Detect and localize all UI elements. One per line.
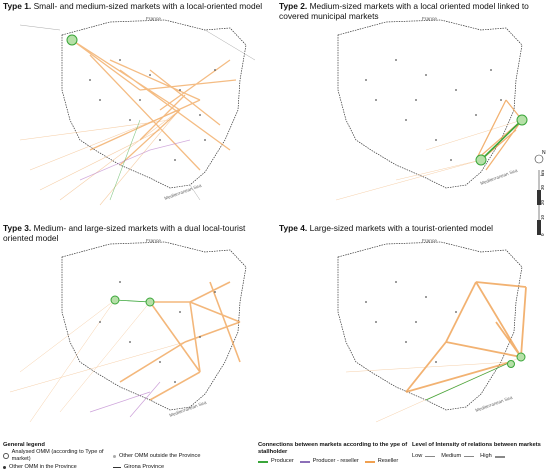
country-label: France (422, 16, 437, 22)
scale-tick: 10 (540, 214, 545, 220)
legend-item: Medium (441, 453, 475, 460)
line-icon (113, 467, 121, 468)
region-boundary (19, 24, 256, 201)
analysed-market-marker[interactable] (507, 360, 515, 368)
country-label: France (146, 238, 161, 244)
analysed-market-marker[interactable] (475, 154, 487, 166)
legend-item: Low (412, 453, 436, 460)
panel-title: Type 1. Small- and medium-sized markets … (3, 1, 263, 11)
legend-title: General legend (3, 442, 45, 448)
analysed-market-marker[interactable] (516, 114, 528, 126)
legend-item: High (480, 453, 505, 460)
legend-item: Producer (258, 458, 294, 465)
dot-icon (113, 454, 116, 458)
legend-item: Girona Province (113, 464, 233, 471)
line-icon (464, 456, 475, 457)
connections-legend: Connections between markets according to… (258, 442, 408, 465)
scale-tick: 30 (540, 184, 545, 190)
girona-province-border (337, 241, 523, 411)
legend-item: Producer - reseller (299, 458, 359, 465)
girona-province-border (61, 241, 247, 411)
analysed-market-marker[interactable] (516, 352, 526, 362)
sea-label: Mediterranean Sea (164, 183, 203, 201)
panel-title: Type 3. Medium- and large-sized markets … (3, 223, 246, 243)
legend-item: Reseller (364, 458, 398, 465)
panel-title: Type 2. Medium-sized markets with a loca… (279, 1, 529, 21)
north-label: N (542, 150, 546, 156)
scale-unit: km (540, 170, 545, 176)
map-panel-type2: France Mediterranean Sea Type 2. Medium-… (276, 0, 548, 210)
line-icon (494, 455, 505, 458)
connection-lines (345, 281, 527, 423)
analysed-market-marker[interactable] (66, 34, 78, 46)
map-type2: France Mediterranean Sea (335, 16, 528, 201)
circle-icon (3, 453, 9, 459)
connection-lines (335, 99, 523, 201)
legend-item: Other OMM in the Province (3, 464, 113, 471)
map-type1: France Mediterranean Sea (19, 16, 256, 206)
intensity-legend: Level of Intensity of relations between … (412, 442, 548, 460)
general-legend: General legend Analysed OMM (according t… (3, 442, 253, 471)
line-icon (299, 460, 310, 463)
sea-label: Mediterranean Sea (475, 395, 514, 413)
legend-item: Other OMM outside the Province (113, 449, 233, 463)
line-icon (425, 456, 436, 457)
legend-title: Level of Intensity of relations between … (412, 442, 541, 448)
map-type4: France Mediterranean Sea (337, 238, 527, 423)
north-arrow-icon (534, 154, 544, 164)
scale-tick: 20 (540, 199, 545, 205)
analysed-market-marker[interactable] (145, 297, 155, 307)
analysed-market-marker[interactable] (110, 295, 120, 305)
market-dots (365, 281, 457, 363)
scale-bar: N km 30 20 10 0 (534, 150, 546, 236)
map-type3: France Mediterranean Sea (9, 238, 247, 423)
connection-lines (19, 39, 237, 206)
legend-item: Analysed OMM (according to Type of marke… (3, 449, 113, 463)
connection-lines (9, 281, 241, 423)
scale-tick: 0 (540, 233, 545, 236)
country-label: France (422, 238, 437, 244)
line-icon (364, 460, 375, 463)
country-label: France (146, 16, 161, 22)
legend-title: Connections between markets according to… (258, 442, 408, 455)
girona-province-border (337, 19, 523, 189)
market-dots (365, 59, 502, 161)
map-panel-type3: France Mediterranean Sea Type 3. Medium-… (0, 222, 272, 432)
dot-icon (3, 466, 6, 469)
sea-label: Mediterranean Sea (169, 400, 208, 418)
market-dots (99, 281, 216, 383)
girona-province-border (61, 19, 247, 189)
market-dots (89, 59, 216, 161)
sea-label: Mediterranean Sea (480, 168, 519, 186)
panel-title: Type 4. Large-sized markets with a touri… (279, 223, 493, 233)
line-icon (258, 460, 268, 463)
map-panel-type4: France Mediterranean Sea Type 4. Large-s… (276, 222, 548, 432)
map-panel-type1: France Mediterranean Sea Type 1. Small- … (0, 0, 272, 210)
